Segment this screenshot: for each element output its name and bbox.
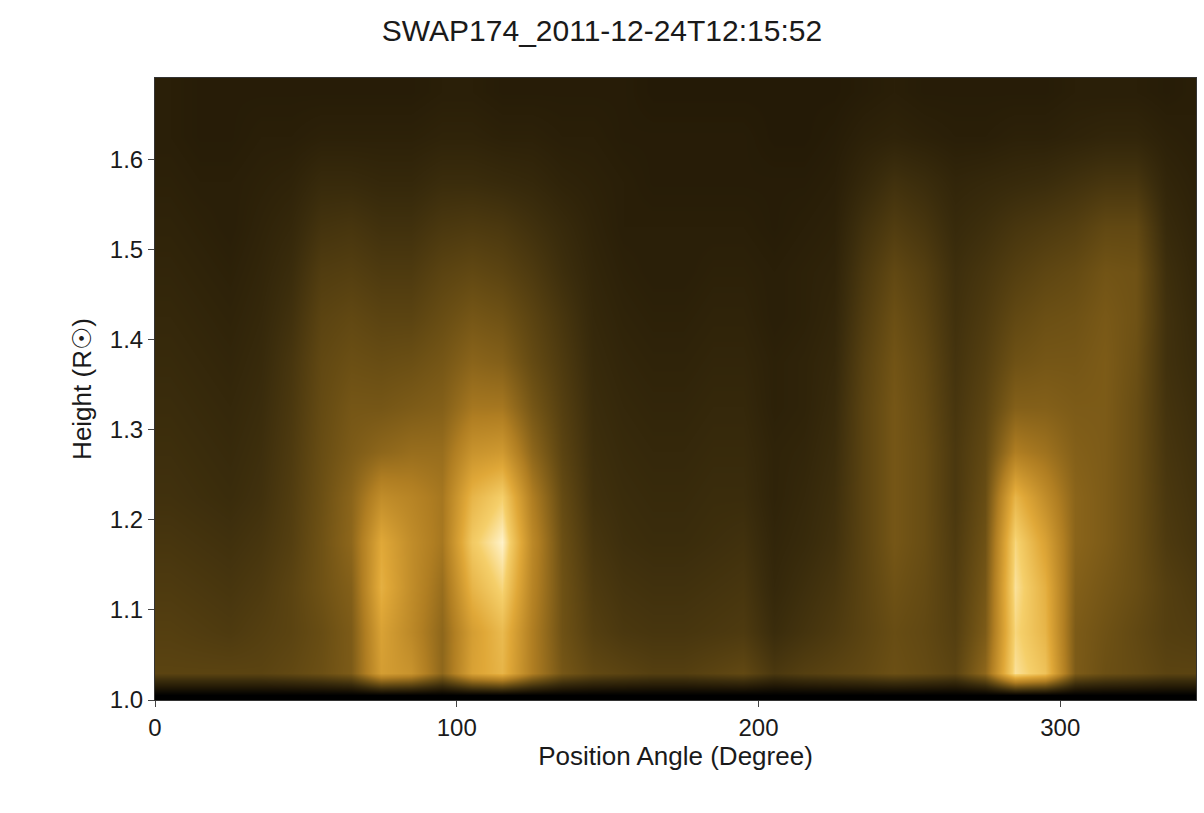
svg-text:1.0: 1.0 xyxy=(110,686,143,713)
svg-text:Height (R☉): Height (R☉) xyxy=(67,318,97,460)
svg-text:100: 100 xyxy=(437,714,477,741)
svg-text:1.1: 1.1 xyxy=(110,596,143,623)
svg-text:SWAP174_2011-12-24T12:15:52: SWAP174_2011-12-24T12:15:52 xyxy=(382,14,822,47)
svg-text:1.6: 1.6 xyxy=(110,146,143,173)
svg-text:1.4: 1.4 xyxy=(110,326,143,353)
svg-text:1.3: 1.3 xyxy=(110,416,143,443)
svg-text:200: 200 xyxy=(738,714,778,741)
svg-text:1.2: 1.2 xyxy=(110,506,143,533)
svg-text:Position Angle (Degree): Position Angle (Degree) xyxy=(538,741,813,771)
svg-text:1.5: 1.5 xyxy=(110,236,143,263)
svg-text:0: 0 xyxy=(148,714,161,741)
svg-text:300: 300 xyxy=(1040,714,1080,741)
